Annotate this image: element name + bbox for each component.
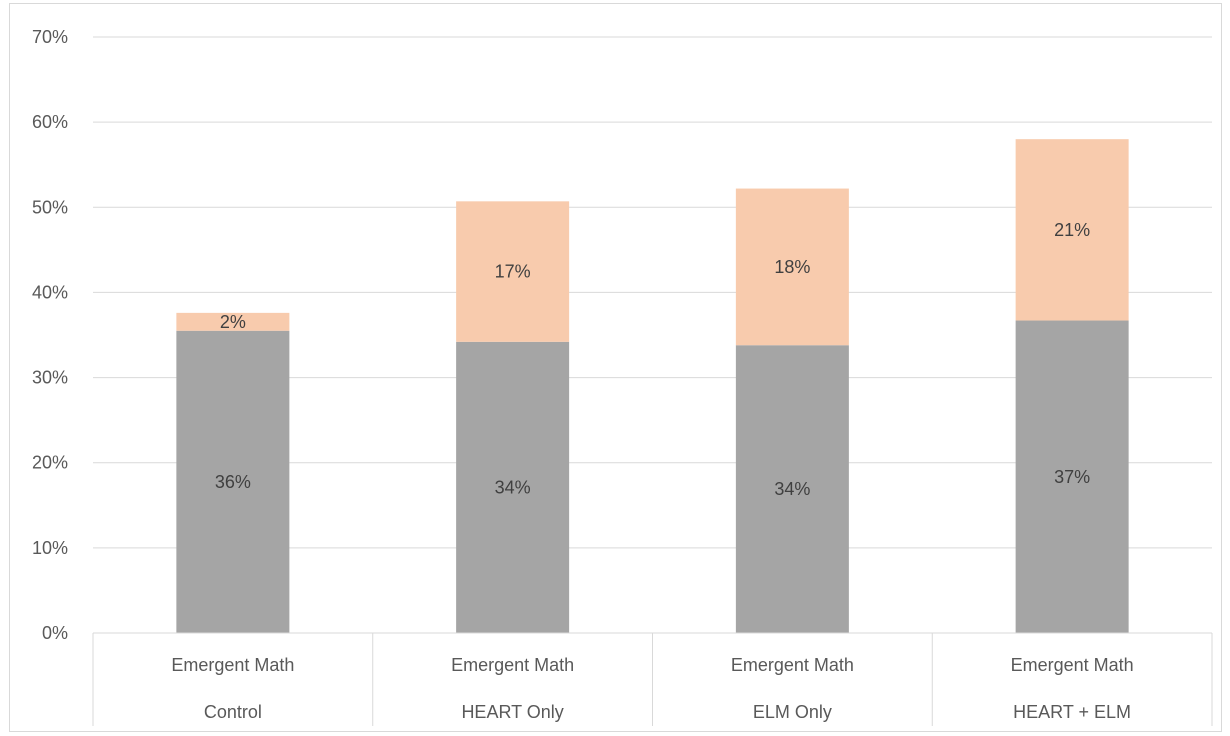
- category-label: HEART Only: [461, 702, 563, 722]
- data-label: 17%: [495, 262, 531, 282]
- bar-segment-2: [176, 312, 290, 331]
- y-tick-label: 20%: [32, 453, 68, 473]
- data-label: 37%: [1054, 467, 1090, 487]
- y-tick-label: 60%: [32, 112, 68, 132]
- bar-segment-2: [735, 188, 849, 346]
- data-label: 18%: [774, 257, 810, 277]
- data-label: 36%: [215, 472, 251, 492]
- x-axis: Emergent Math Control Emergent Math HEART O…: [92, 632, 1213, 726]
- category-group-label: Emergent Math: [451, 655, 574, 675]
- y-tick-label: 30%: [32, 368, 68, 388]
- bar-segment-1: [1015, 320, 1129, 633]
- bar-segment-2: [1015, 139, 1129, 321]
- category-group-label: Emergent Math: [171, 655, 294, 675]
- y-tick-label: 70%: [32, 27, 68, 47]
- y-tick-label: 0%: [42, 623, 68, 643]
- bar-segment-1: [456, 341, 570, 633]
- category-label: HEART + ELM: [1013, 702, 1131, 722]
- y-tick-label: 40%: [32, 282, 68, 302]
- bar-segment-1: [176, 330, 290, 633]
- data-labels: 36% 2% 34% 17% 34% 18% 37% 21%: [215, 220, 1090, 499]
- y-axis-tick-labels: 0% 10% 20% 30% 40% 50% 60% 70%: [32, 27, 68, 643]
- category-group-label: Emergent Math: [731, 655, 854, 675]
- y-tick-label: 50%: [32, 197, 68, 217]
- category-label: ELM Only: [753, 702, 832, 722]
- bar-segment-2: [456, 201, 570, 342]
- bars: [176, 139, 1129, 633]
- data-label: 34%: [774, 479, 810, 499]
- y-tick-label: 10%: [32, 538, 68, 558]
- bar-segment-1: [735, 345, 849, 633]
- data-label: 2%: [220, 312, 246, 332]
- data-label: 21%: [1054, 220, 1090, 240]
- data-label: 34%: [495, 477, 531, 497]
- category-label: Control: [204, 702, 262, 722]
- category-group-label: Emergent Math: [1011, 655, 1134, 675]
